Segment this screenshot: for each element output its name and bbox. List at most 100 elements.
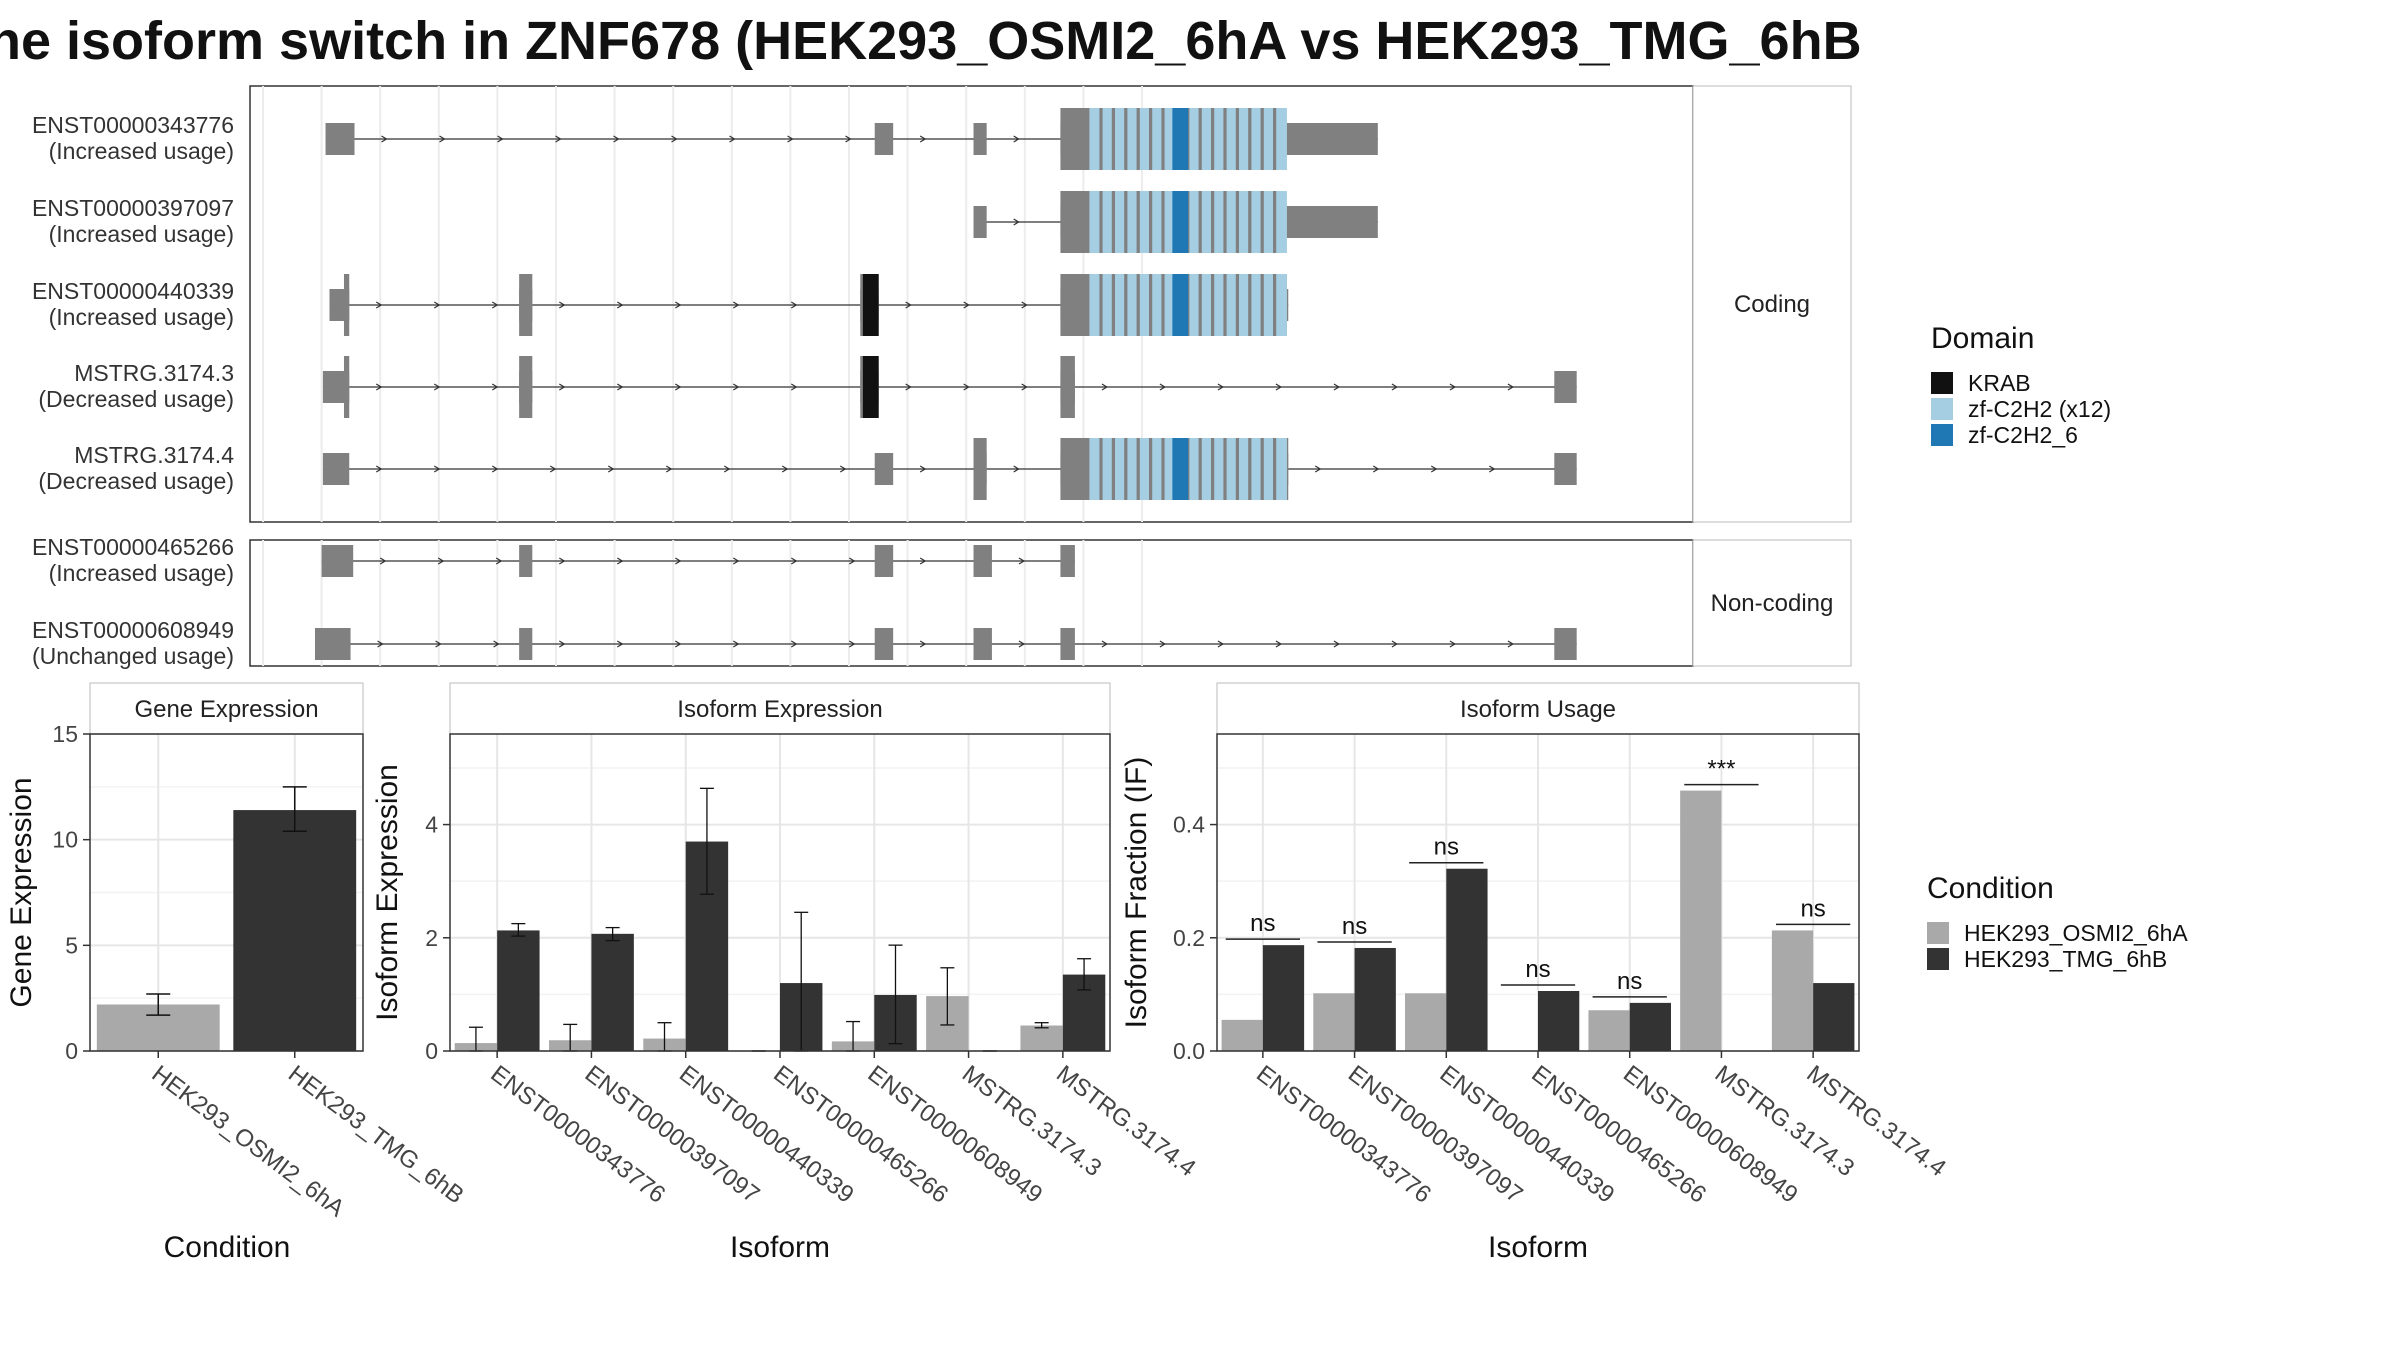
zf-separator xyxy=(1260,191,1264,253)
intron-arrow xyxy=(616,640,624,648)
transcript-id: MSTRG.3174.3 xyxy=(74,360,234,386)
zf-separator xyxy=(1111,274,1115,336)
transcript-usage: (Increased usage) xyxy=(49,560,234,586)
x-tick-label: ENST00000465266 xyxy=(768,1060,953,1208)
zf-separator xyxy=(1111,438,1115,500)
intron-arrow xyxy=(549,465,557,473)
intron-arrow xyxy=(905,301,912,309)
intron-arrow xyxy=(379,557,387,565)
intron-arrow xyxy=(495,557,503,565)
exon-cds xyxy=(1060,356,1075,418)
domain-zf-c2h2-6 xyxy=(1172,108,1189,170)
intron-arrow xyxy=(1314,465,1322,473)
zf-separator xyxy=(1248,108,1252,170)
noncoding-panel-strip-label: Non-coding xyxy=(1711,590,1834,617)
exon-utr xyxy=(1554,371,1577,403)
zf-separator xyxy=(1235,108,1239,170)
zf-separator xyxy=(1111,108,1115,170)
zf-separator xyxy=(1223,108,1227,170)
exon-utr xyxy=(315,628,351,660)
significance-label: ns xyxy=(1250,910,1275,937)
intron-arrow xyxy=(439,135,446,143)
x-tick-label: ENST00000343776 xyxy=(486,1060,671,1208)
intron-arrow xyxy=(1275,640,1283,648)
exon-utr xyxy=(874,628,894,660)
transcript-usage: (Increased usage) xyxy=(49,304,234,330)
y-axis-label: Gene Expression xyxy=(5,777,38,1007)
zf-separator xyxy=(1248,274,1252,336)
intron-arrow xyxy=(848,557,856,565)
intron-arrow xyxy=(1449,383,1457,391)
transcript-usage: (Increased usage) xyxy=(49,138,234,164)
transcript-row: ENST00000440339(Increased usage) xyxy=(32,274,1289,336)
intron-arrow xyxy=(1488,465,1496,473)
zf-separator xyxy=(1136,108,1140,170)
intron-arrow xyxy=(1013,135,1020,143)
x-axis-label: Condition xyxy=(164,1231,291,1264)
intron-arrow xyxy=(732,301,740,309)
zf-separator xyxy=(1260,274,1264,336)
zf-separator xyxy=(1235,191,1239,253)
exon-utr xyxy=(321,545,354,577)
zf-separator xyxy=(1272,191,1277,253)
zf-separator xyxy=(1161,191,1165,253)
exon-utr xyxy=(1060,628,1075,660)
intron-arrow xyxy=(616,557,624,565)
zf-separator xyxy=(1111,191,1115,253)
transcript-row: MSTRG.3174.3(Decreased usage) xyxy=(38,356,1577,418)
intron-arrow xyxy=(790,383,798,391)
y-tick-label: 4 xyxy=(425,812,438,838)
intron-arrow xyxy=(497,135,504,143)
zf-separator xyxy=(1148,438,1153,500)
domain-zf-c2h2-6 xyxy=(1172,438,1189,500)
bar-HEK293_OSMI2_6hA-MSTRG.3174.3 xyxy=(1680,790,1722,1051)
legend-condition-label: HEK293_TMG_6hB xyxy=(1964,946,2167,972)
legend-domain-label: zf-C2H2_6 xyxy=(1968,422,2078,448)
exon-utr xyxy=(973,628,992,660)
transcript-id: ENST00000397097 xyxy=(32,195,234,221)
noncoding-panel-frame xyxy=(249,539,1694,667)
intron-arrow xyxy=(1391,383,1399,391)
intron-arrow xyxy=(433,301,441,309)
exon-cds xyxy=(343,274,350,336)
zf-separator xyxy=(1223,274,1227,336)
intron-arrow xyxy=(1021,301,1028,309)
zf-separator xyxy=(1272,274,1277,336)
zf-separator xyxy=(1198,191,1202,253)
intron-arrow xyxy=(1333,383,1341,391)
intron-arrow xyxy=(839,465,847,473)
intron-arrow xyxy=(1018,640,1026,648)
zf-separator xyxy=(1148,108,1153,170)
zf-separator xyxy=(1148,274,1153,336)
transcript-usage: (Decreased usage) xyxy=(38,468,234,494)
exon-cds xyxy=(519,274,533,336)
exon-utr xyxy=(973,206,987,238)
zf-separator xyxy=(1124,191,1128,253)
intron-arrow xyxy=(919,640,927,648)
exon-utr xyxy=(519,628,533,660)
zf-separator xyxy=(1260,438,1264,500)
zf-separator xyxy=(1136,191,1140,253)
zf-separator xyxy=(1099,274,1103,336)
coding-panel-strip xyxy=(1692,85,1852,523)
zf-separator xyxy=(1210,438,1215,500)
transcript-usage: (Decreased usage) xyxy=(38,386,234,412)
y-axis-label: Isoform Expression xyxy=(371,764,404,1021)
zf-separator xyxy=(1272,438,1277,500)
bar-HEK293_OSMI2_6hA-ENST00000343776 xyxy=(1221,1019,1263,1051)
intron-arrow xyxy=(616,301,624,309)
noncoding-panel-strip xyxy=(1692,539,1852,667)
intron-arrow xyxy=(1217,640,1225,648)
intron-arrow xyxy=(732,557,740,565)
figure-title: he isoform switch in ZNF678 (HEK293_OSMI… xyxy=(0,11,1862,71)
coding-panel-strip-label: Coding xyxy=(1734,291,1810,318)
zf-separator xyxy=(1136,274,1140,336)
intron-arrow xyxy=(1101,640,1109,648)
bar-HEK293_TMG_6hB-ENST00000397097 xyxy=(591,933,634,1051)
intron-arrow xyxy=(375,301,383,309)
chart-title: Isoform Usage xyxy=(1460,696,1616,723)
significance-label: ns xyxy=(1617,968,1642,995)
intron-arrow xyxy=(491,383,499,391)
intron-arrow xyxy=(674,557,682,565)
legend-condition-swatch xyxy=(1927,948,1949,970)
